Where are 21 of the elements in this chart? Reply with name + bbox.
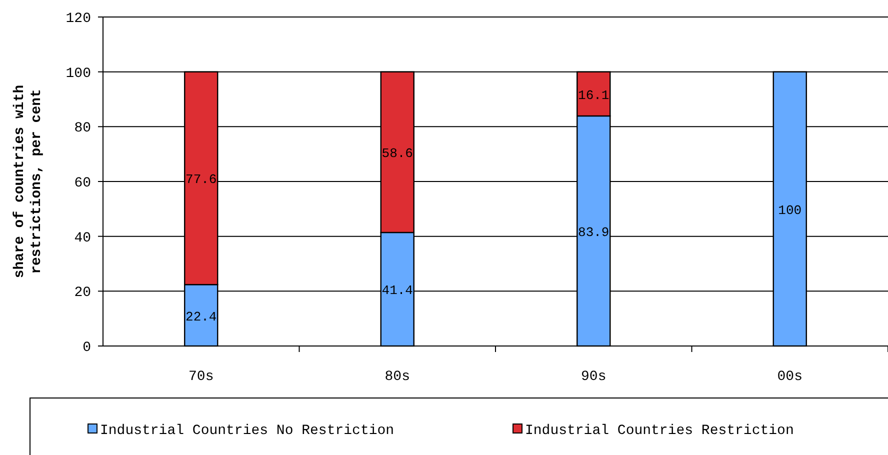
- y-tick-label: 40: [74, 230, 91, 246]
- x-tick-label: 80s: [384, 369, 410, 385]
- x-tick-label: 90s: [581, 369, 606, 385]
- legend-label: Industrial Countries Restriction: [525, 423, 794, 439]
- x-tick-label: 00s: [777, 369, 802, 385]
- y-tick-label: 20: [74, 285, 91, 302]
- legend-label: Industrial Countries No Restriction: [100, 423, 394, 439]
- y-tick-label: 0: [82, 340, 91, 356]
- y-tick-label: 80: [74, 120, 91, 137]
- x-tick-label: 70s: [188, 369, 214, 385]
- data-label: 22.4: [186, 309, 217, 324]
- data-label: 58.6: [382, 146, 413, 162]
- data-label: 41.4: [382, 283, 414, 298]
- y-tick-label: 100: [66, 66, 91, 82]
- data-label: 83.9: [578, 224, 610, 240]
- y-tick-label: 60: [74, 176, 91, 192]
- data-label: 16.1: [578, 88, 610, 103]
- data-label: 100: [778, 202, 802, 218]
- y-tick-label: 120: [66, 11, 91, 27]
- y-axis-title: share of countries with restrictions, per cent: [12, 84, 45, 278]
- data-label: 77.6: [186, 172, 217, 188]
